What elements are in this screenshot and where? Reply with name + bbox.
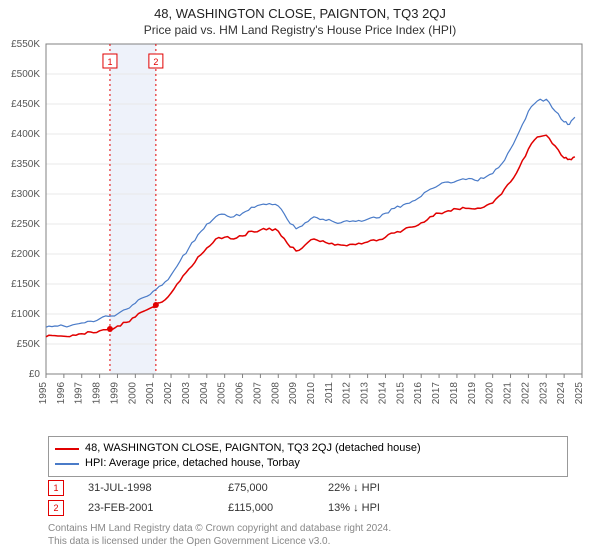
chart-svg: £0£50K£100K£150K£200K£250K£300K£350K£400… (46, 44, 586, 434)
svg-text:£350K: £350K (11, 159, 40, 170)
svg-text:£200K: £200K (11, 249, 40, 260)
svg-text:2015: 2015 (395, 382, 406, 405)
svg-text:2021: 2021 (503, 382, 514, 405)
svg-text:1: 1 (107, 57, 112, 67)
svg-text:1999: 1999 (109, 382, 120, 405)
legend-row-hpi: HPI: Average price, detached house, Torb… (55, 456, 561, 471)
legend-label-hpi: HPI: Average price, detached house, Torb… (85, 456, 300, 471)
table-row: 1 31-JUL-1998 £75,000 22% ↓ HPI (48, 478, 448, 498)
svg-text:£300K: £300K (11, 189, 40, 200)
svg-text:2003: 2003 (181, 382, 192, 405)
svg-text:£0: £0 (29, 369, 41, 380)
legend-swatch-hpi (55, 463, 79, 465)
svg-text:2023: 2023 (538, 382, 549, 405)
legend-label-property: 48, WASHINGTON CLOSE, PAIGNTON, TQ3 2QJ … (85, 441, 421, 456)
svg-text:2018: 2018 (449, 382, 460, 405)
svg-text:2001: 2001 (145, 382, 156, 405)
svg-text:£400K: £400K (11, 129, 40, 140)
transaction-date: 23-FEB-2001 (88, 502, 228, 514)
svg-text:2008: 2008 (270, 382, 281, 405)
svg-text:2: 2 (153, 57, 158, 67)
svg-text:2000: 2000 (127, 382, 138, 405)
table-row: 2 23-FEB-2001 £115,000 13% ↓ HPI (48, 498, 448, 518)
svg-text:2014: 2014 (377, 382, 388, 405)
svg-text:2010: 2010 (306, 382, 317, 405)
svg-text:2012: 2012 (342, 382, 353, 405)
svg-text:1998: 1998 (92, 382, 103, 405)
svg-text:£250K: £250K (11, 219, 40, 230)
svg-text:£100K: £100K (11, 309, 40, 320)
svg-text:2007: 2007 (252, 382, 263, 405)
chart-area: £0£50K£100K£150K£200K£250K£300K£350K£400… (46, 44, 586, 394)
svg-text:2006: 2006 (235, 382, 246, 405)
svg-text:£550K: £550K (11, 39, 40, 50)
svg-text:2022: 2022 (520, 382, 531, 405)
transaction-delta: 22% ↓ HPI (328, 482, 448, 494)
footer-line-2: This data is licensed under the Open Gov… (48, 535, 391, 548)
page-subtitle: Price paid vs. HM Land Registry's House … (0, 21, 600, 37)
chart-container: 48, WASHINGTON CLOSE, PAIGNTON, TQ3 2QJ … (0, 0, 600, 560)
transaction-date: 31-JUL-1998 (88, 482, 228, 494)
svg-text:2024: 2024 (556, 382, 567, 405)
svg-text:£500K: £500K (11, 69, 40, 80)
svg-text:1996: 1996 (56, 382, 67, 405)
svg-text:2020: 2020 (485, 382, 496, 405)
svg-text:2004: 2004 (199, 382, 210, 405)
legend-box: 48, WASHINGTON CLOSE, PAIGNTON, TQ3 2QJ … (48, 436, 568, 477)
legend-swatch-property (55, 448, 79, 450)
transaction-table: 1 31-JUL-1998 £75,000 22% ↓ HPI 2 23-FEB… (48, 478, 448, 518)
legend-row-property: 48, WASHINGTON CLOSE, PAIGNTON, TQ3 2QJ … (55, 441, 561, 456)
svg-text:2019: 2019 (467, 382, 478, 405)
svg-text:2016: 2016 (413, 382, 424, 405)
transaction-marker-1: 1 (48, 480, 64, 496)
svg-text:£150K: £150K (11, 279, 40, 290)
transaction-marker-2: 2 (48, 500, 64, 516)
svg-text:2009: 2009 (288, 382, 299, 405)
transaction-price: £75,000 (228, 482, 328, 494)
footer-attribution: Contains HM Land Registry data © Crown c… (48, 522, 391, 548)
transaction-price: £115,000 (228, 502, 328, 514)
svg-text:1995: 1995 (38, 382, 49, 405)
svg-text:2011: 2011 (324, 382, 335, 404)
footer-line-1: Contains HM Land Registry data © Crown c… (48, 522, 391, 535)
svg-text:2002: 2002 (163, 382, 174, 405)
svg-text:2017: 2017 (431, 382, 442, 405)
svg-text:1997: 1997 (74, 382, 85, 405)
svg-text:£50K: £50K (17, 339, 41, 350)
page-title: 48, WASHINGTON CLOSE, PAIGNTON, TQ3 2QJ (0, 0, 600, 21)
svg-text:2025: 2025 (574, 382, 585, 405)
svg-text:2013: 2013 (360, 382, 371, 405)
svg-text:2005: 2005 (217, 382, 228, 405)
svg-text:£450K: £450K (11, 99, 40, 110)
transaction-delta: 13% ↓ HPI (328, 502, 448, 514)
